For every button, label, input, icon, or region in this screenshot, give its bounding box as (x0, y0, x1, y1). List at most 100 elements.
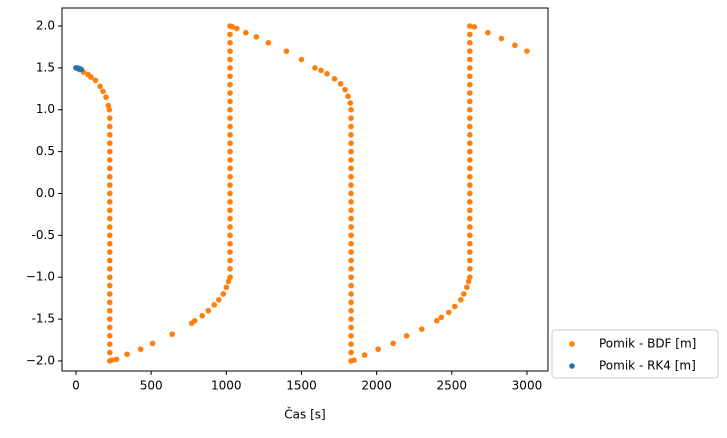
data-point (512, 42, 518, 49)
data-point (149, 340, 156, 347)
data-point (467, 39, 473, 46)
data-point (348, 349, 354, 356)
data-point (337, 80, 344, 87)
data-point (438, 314, 445, 321)
data-point (418, 326, 425, 332)
data-point (467, 106, 473, 113)
data-point (348, 207, 354, 214)
data-point (464, 284, 470, 291)
data-point (106, 106, 113, 113)
data-point (467, 199, 473, 205)
data-point (324, 70, 330, 77)
data-point (227, 106, 233, 113)
data-point (107, 341, 113, 348)
x-tick-label: 2500 (437, 379, 468, 393)
data-point (243, 29, 249, 36)
data-point (227, 148, 233, 155)
data-point (92, 77, 99, 84)
y-tick-label: 1.5 (36, 60, 55, 74)
data-point (265, 39, 272, 46)
data-point (471, 24, 478, 30)
data-point (461, 291, 467, 297)
data-point (227, 48, 233, 54)
data-point (229, 24, 236, 30)
data-point (348, 307, 354, 314)
data-point (107, 224, 113, 230)
data-point (348, 316, 354, 322)
plot-frame (61, 7, 549, 372)
data-point (467, 140, 473, 147)
data-point (348, 215, 354, 222)
data-point (107, 132, 113, 138)
data-point (348, 333, 354, 339)
data-point (227, 140, 233, 147)
data-point (345, 93, 351, 100)
data-point (227, 182, 233, 188)
data-point (107, 307, 113, 314)
data-point (467, 224, 473, 230)
data-point (348, 282, 354, 289)
data-point (467, 90, 473, 96)
data-point (107, 182, 113, 188)
x-tick-label: 3000 (512, 379, 543, 393)
data-point (107, 232, 113, 239)
data-point (169, 331, 175, 337)
y-tick-label: −1.0 (26, 270, 55, 284)
data-point (348, 257, 354, 264)
data-point (467, 148, 473, 155)
data-point (348, 165, 354, 172)
data-point (467, 190, 473, 197)
data-point (458, 297, 464, 303)
data-point (227, 65, 233, 71)
data-point (107, 282, 113, 289)
data-point (227, 199, 233, 205)
data-point (348, 140, 354, 147)
data-point (227, 115, 233, 121)
legend-box (551, 329, 719, 379)
data-point (107, 299, 113, 306)
x-tick-label: 0 (72, 379, 80, 393)
data-point (467, 157, 473, 163)
data-point (467, 207, 473, 214)
data-point (227, 90, 233, 96)
y-tick-label: 2.0 (36, 19, 55, 33)
data-point (467, 182, 473, 188)
data-point (347, 100, 354, 106)
data-point (227, 123, 233, 130)
x-tick-label: 1500 (286, 379, 317, 393)
data-point (467, 23, 473, 29)
data-point (107, 173, 113, 180)
data-point (227, 173, 233, 180)
data-point (107, 316, 113, 322)
data-point (467, 48, 473, 54)
data-point (348, 266, 354, 272)
data-point (348, 232, 354, 239)
data-point (253, 34, 260, 40)
data-point (191, 317, 198, 324)
data-point (348, 274, 354, 281)
y-tick-label: 1.0 (36, 102, 55, 116)
data-point (467, 215, 473, 222)
data-point (234, 25, 240, 32)
data-point (223, 284, 230, 291)
data-point (107, 148, 113, 155)
data-point (375, 346, 381, 353)
data-point (107, 266, 113, 272)
data-point (107, 324, 113, 331)
data-point (227, 73, 233, 80)
data-point (312, 65, 318, 71)
y-tick-label: -1.5 (32, 312, 55, 326)
data-point (348, 157, 354, 163)
data-point (467, 266, 473, 272)
data-point (227, 39, 233, 46)
data-point (331, 75, 338, 82)
data-point (467, 257, 473, 264)
data-point (205, 307, 212, 314)
data-point (107, 157, 113, 163)
data-point (348, 123, 354, 130)
y-tick-label: 0.0 (36, 186, 55, 200)
data-point (348, 249, 354, 255)
data-point (227, 157, 233, 163)
